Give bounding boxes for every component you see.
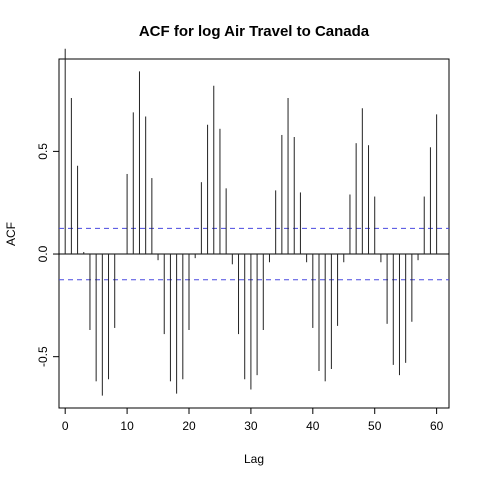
y-axis-label: ACF xyxy=(4,222,18,246)
x-tick-label: 30 xyxy=(244,419,258,433)
y-tick-label: 0.5 xyxy=(36,143,50,160)
x-tick-label: 50 xyxy=(368,419,382,433)
x-tick-label: 0 xyxy=(62,419,69,433)
x-tick-label: 10 xyxy=(120,419,134,433)
x-tick-label: 20 xyxy=(182,419,196,433)
y-tick-label: 0.0 xyxy=(36,245,50,262)
x-tick-label: 60 xyxy=(430,419,444,433)
x-axis-label: Lag xyxy=(244,452,264,466)
y-tick-label: -0.5 xyxy=(36,346,50,367)
chart-title: ACF for log Air Travel to Canada xyxy=(139,23,370,40)
x-axis: 0 10 20 30 40 50 60 xyxy=(62,407,444,433)
acf-bars xyxy=(64,48,438,396)
plot-frame xyxy=(58,58,450,409)
y-axis: -0.5 0.0 0.5 xyxy=(36,143,60,367)
x-tick-label: 40 xyxy=(306,419,320,433)
